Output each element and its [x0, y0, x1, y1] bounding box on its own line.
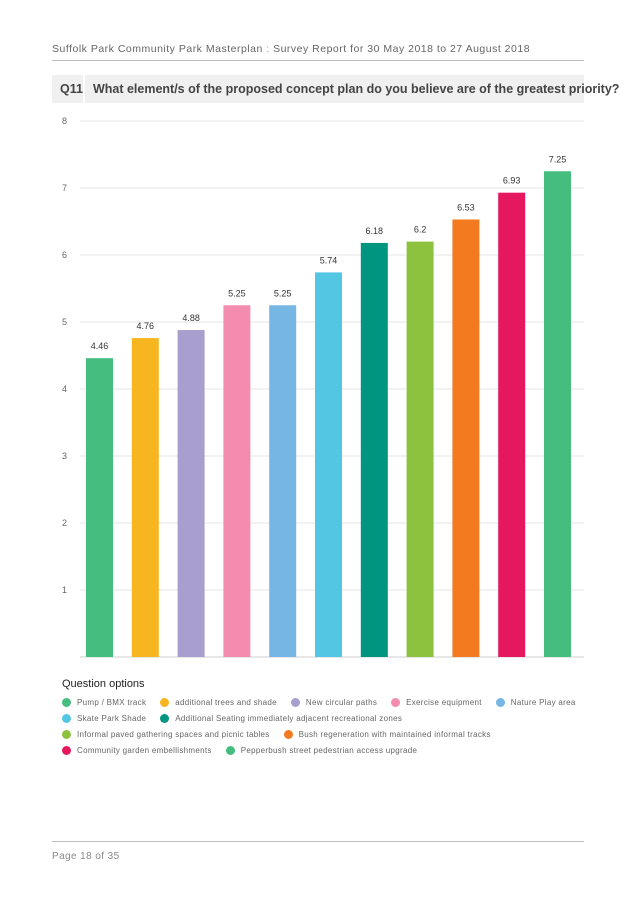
question-number: Q11	[52, 75, 85, 103]
bar-chart: 1 2 3 4 5 6 7 8 4.46 4.76 4.88 5.25 5.25 5.74 6.18 6.2…	[62, 116, 584, 658]
legend-item: Exercise equipment	[391, 697, 482, 707]
question-banner: Q11 What element/s of the proposed conce…	[52, 75, 619, 103]
y-tick-label: 5	[62, 317, 67, 327]
legend-label: Community garden embellishments	[77, 745, 212, 755]
legend-label: Additional Seating immediately adjacent …	[175, 713, 403, 723]
legend-item: Pepperbush street pedestrian access upgr…	[225, 745, 418, 755]
legend-item: additional trees and shade	[160, 697, 277, 707]
y-axis-tick-labels: 1 2 3 4 5 6 7 8	[62, 116, 67, 595]
y-tick-label: 4	[62, 384, 67, 394]
legend-swatch-icon	[225, 745, 235, 755]
legend-swatch-icon	[290, 697, 300, 707]
legend-label: Nature Play area	[510, 697, 576, 707]
legend-swatch-icon	[160, 713, 170, 723]
bar	[498, 192, 526, 657]
bar	[406, 241, 434, 657]
legend-label: Exercise equipment	[406, 697, 482, 707]
legend-item: New circular paths	[290, 697, 378, 707]
legend-item: Nature Play area	[495, 697, 576, 707]
y-tick-label: 3	[62, 451, 67, 461]
legend-swatch-icon	[160, 697, 170, 707]
footer-divider	[52, 841, 584, 842]
page-number: 18	[80, 851, 93, 862]
data-label: 5.25	[274, 288, 292, 298]
legend-item: Pump / BMX track	[62, 697, 147, 707]
bar	[269, 305, 297, 657]
bar	[544, 171, 571, 657]
legend-item: Informal paved gathering spaces and picn…	[62, 729, 270, 739]
legend: Pump / BMX track additional trees and sha…	[62, 694, 592, 758]
page-label: Page	[52, 851, 77, 862]
legend-label: New circular paths	[305, 697, 378, 707]
bar	[177, 330, 205, 657]
legend-label: additional trees and shade	[175, 697, 277, 707]
bar	[315, 272, 342, 657]
legend-swatch-icon	[62, 697, 71, 707]
bar	[360, 242, 388, 657]
legend-swatch-icon	[62, 713, 71, 723]
legend-item: Skate Park Shade	[62, 713, 147, 723]
data-label: 4.76	[137, 321, 155, 331]
legend-label: Pepperbush street pedestrian access upgr…	[240, 745, 418, 755]
total-pages: 35	[107, 851, 120, 862]
legend-row: Community garden embellishments Pepperbus…	[62, 742, 592, 758]
data-label: 6.93	[503, 176, 521, 186]
data-label: 6.2	[414, 225, 427, 235]
legend-row: Pump / BMX track additional trees and sha…	[62, 694, 592, 710]
legend-label: Bush regeneration with maintained inform…	[298, 729, 491, 739]
page-header: Suffolk Park Community Park Masterplan :…	[52, 43, 584, 55]
y-tick-label: 2	[62, 518, 67, 528]
page-footer: Page 18 of 35	[52, 851, 120, 862]
data-label: 5.74	[320, 255, 338, 265]
bar	[131, 338, 159, 657]
legend-title: Question options	[62, 678, 145, 690]
legend-row: Skate Park Shade Additional Seating immed…	[62, 710, 592, 726]
question-text: What element/s of the proposed concept p…	[92, 82, 620, 96]
data-label: 4.88	[182, 313, 200, 323]
legend-label: Informal paved gathering spaces and picn…	[77, 729, 270, 739]
legend-row: Informal paved gathering spaces and picn…	[62, 726, 592, 742]
data-label: 4.46	[91, 341, 109, 351]
data-label: 7.25	[549, 154, 567, 164]
bars	[86, 171, 571, 657]
legend-swatch-icon	[283, 729, 293, 739]
y-tick-label: 7	[62, 183, 67, 193]
header-separator: :	[266, 43, 270, 55]
bar	[223, 305, 251, 657]
bar	[452, 219, 480, 657]
data-label: 6.53	[457, 202, 475, 212]
legend-label: Skate Park Shade	[77, 713, 147, 723]
legend-item: Community garden embellishments	[62, 745, 212, 755]
bar	[86, 358, 113, 657]
legend-swatch-icon	[391, 697, 401, 707]
report-subtitle: Survey Report for 30 May 2018 to 27 Augu…	[273, 43, 531, 55]
legend-item: Additional Seating immediately adjacent …	[160, 713, 403, 723]
y-tick-label: 6	[62, 250, 67, 260]
report-title: Suffolk Park Community Park Masterplan	[52, 43, 263, 55]
y-tick-label: 1	[62, 585, 67, 595]
legend-swatch-icon	[62, 729, 71, 739]
header-divider	[52, 60, 584, 61]
data-labels: 4.46 4.76 4.88 5.25 5.25 5.74 6.18 6.2 6.53 6.93 7…	[91, 154, 567, 351]
data-label: 5.25	[228, 288, 246, 298]
legend-swatch-icon	[62, 745, 71, 755]
y-tick-label: 8	[62, 116, 67, 126]
data-label: 6.18	[366, 226, 384, 236]
page-of-label: of	[95, 851, 105, 862]
legend-item: Bush regeneration with maintained inform…	[283, 729, 491, 739]
legend-swatch-icon	[495, 697, 505, 707]
legend-label: Pump / BMX track	[77, 697, 147, 707]
